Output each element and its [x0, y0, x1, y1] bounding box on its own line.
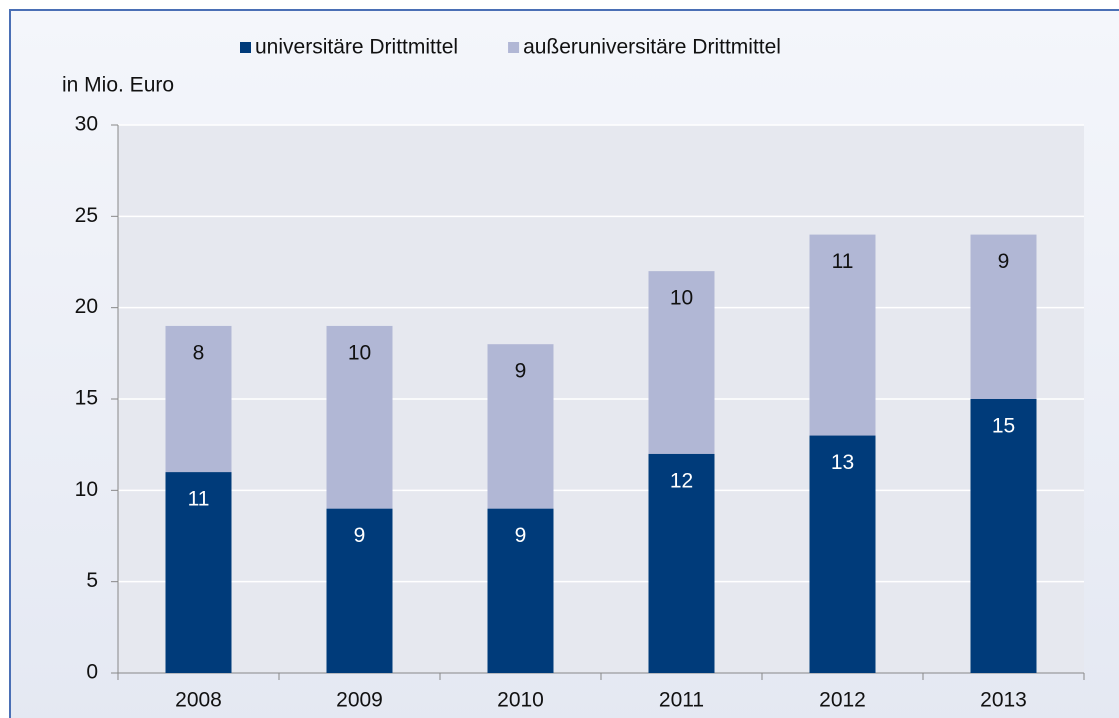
y-tick-label: 25 [75, 204, 98, 227]
y-tick-label: 30 [75, 113, 98, 136]
y-tick-label: 20 [75, 295, 98, 318]
legend-swatch [240, 42, 251, 53]
bar-segment [648, 271, 715, 454]
data-label: 9 [354, 524, 366, 547]
y-tick-label: 0 [86, 661, 98, 684]
data-label: 15 [992, 415, 1015, 438]
bar-segment [165, 325, 232, 473]
data-label: 13 [831, 451, 854, 474]
data-label: 8 [193, 341, 205, 364]
legend-swatch [508, 42, 520, 53]
data-label: 11 [188, 488, 210, 511]
data-label: 12 [670, 469, 693, 492]
bar-segment [165, 472, 232, 673]
x-tick-label: 2013 [980, 689, 1027, 712]
x-tick-label: 2010 [497, 689, 544, 712]
bar-segment [970, 399, 1037, 673]
y-tick-label: 5 [86, 569, 98, 592]
bar-segment [326, 508, 393, 673]
y-tick-label: 10 [75, 478, 98, 501]
bar-segment [809, 435, 876, 673]
bar-segment [970, 234, 1037, 399]
y-axis-label: in Mio. Euro [62, 74, 174, 97]
data-label: 9 [998, 250, 1010, 273]
x-tick-label: 2011 [659, 689, 704, 712]
y-tick-label: 15 [75, 387, 98, 410]
legend-label: universitäre Drittmittel [255, 36, 458, 59]
data-label: 9 [515, 524, 527, 547]
x-tick-label: 2012 [819, 689, 866, 712]
data-label: 10 [348, 341, 371, 364]
bar-segment [487, 344, 554, 509]
x-tick-label: 2009 [336, 689, 383, 712]
legend-label: außeruniversitäre Drittmittel [523, 36, 781, 59]
data-label: 10 [670, 287, 693, 310]
bar-segment [487, 508, 554, 673]
bar-segment [326, 325, 393, 509]
bar-segment [809, 234, 876, 436]
data-label: 11 [832, 250, 854, 273]
x-tick-label: 2008 [175, 689, 222, 712]
bar-segment [648, 453, 715, 673]
data-label: 9 [515, 360, 527, 383]
